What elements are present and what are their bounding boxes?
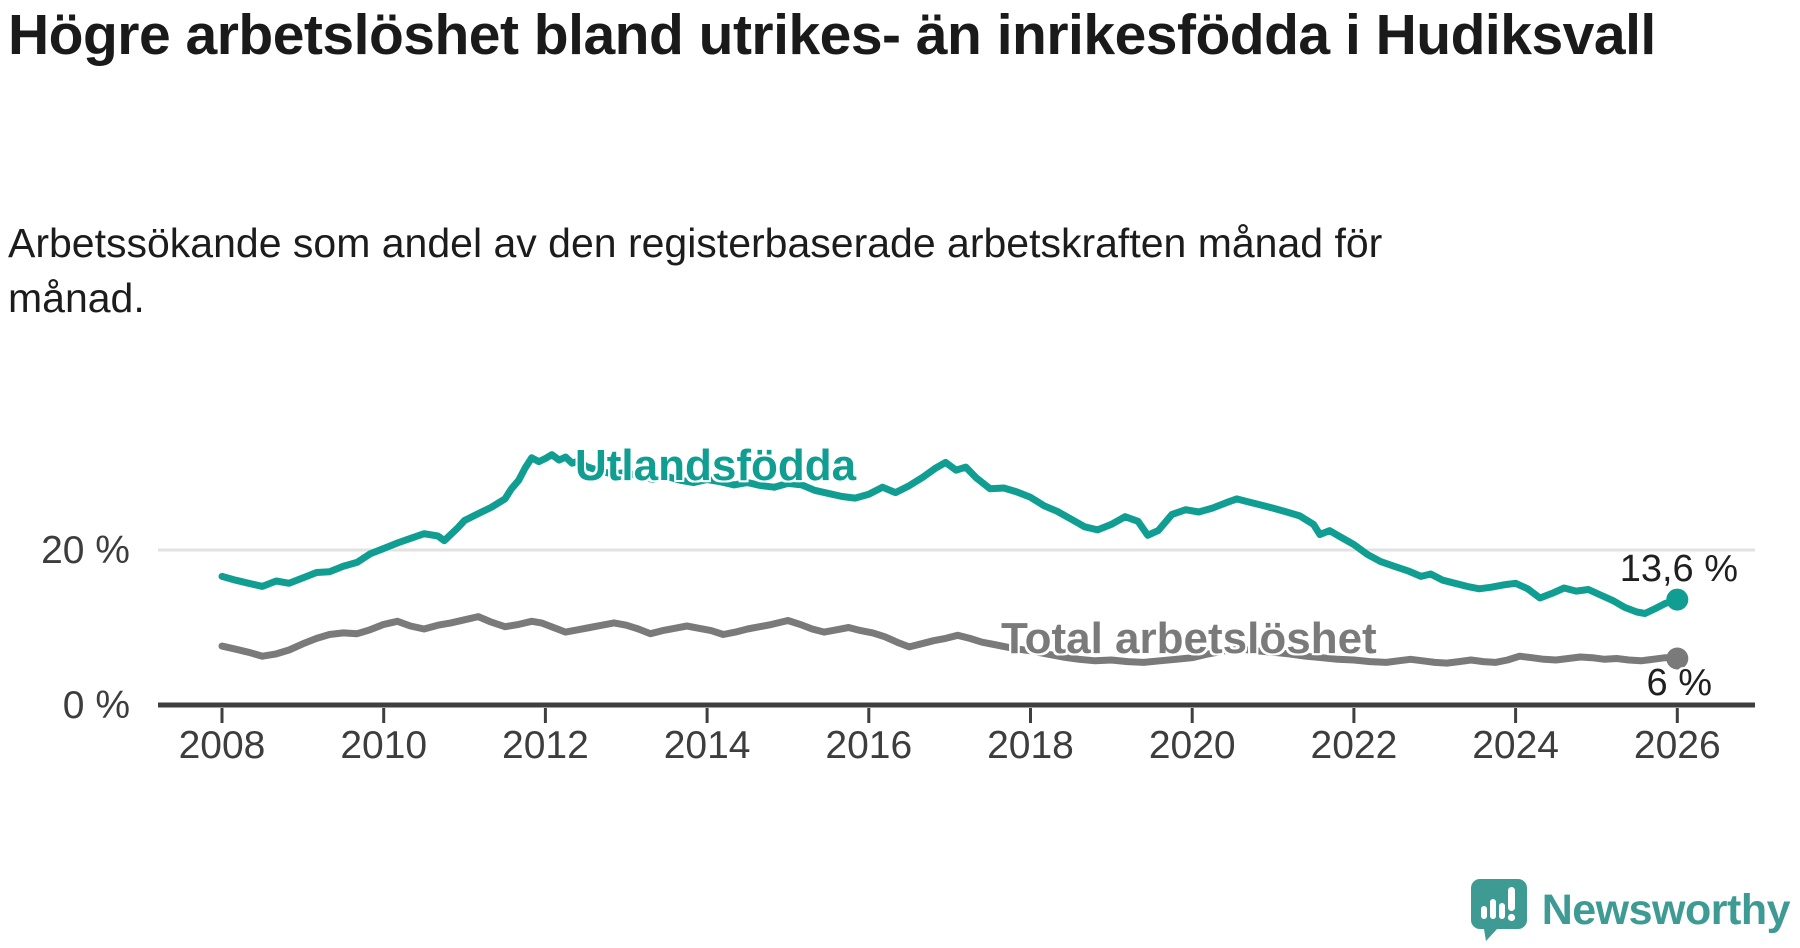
x-tick-label-2008: 2008	[179, 724, 266, 767]
page-title: Högre arbetslöshet bland utrikes- än inr…	[8, 3, 1656, 67]
series-line-utlandsf-dda	[218, 451, 1681, 617]
series-line-total-arbetsl-shet	[218, 613, 1681, 667]
x-tick-label-2018: 2018	[987, 724, 1074, 767]
page-subtitle: Arbetssökande som andel av den registerb…	[8, 220, 1383, 322]
x-tick-label-2020: 2020	[1149, 724, 1236, 767]
series-label-total-arbetsloshet: Total arbetslöshet	[1001, 614, 1377, 663]
newsworthy-logo-icon	[1470, 879, 1527, 941]
x-tick-label-2022: 2022	[1311, 724, 1398, 767]
end-value-label-total: 6 %	[1646, 662, 1712, 704]
newsworthy-branding: Newsworthy	[1470, 878, 1791, 942]
x-tick-label-2026: 2026	[1634, 724, 1721, 767]
series-label-utlandsfodda: Utlandsfödda	[575, 441, 857, 490]
end-value-label-utlandsfodda: 13,6 %	[1619, 548, 1738, 590]
newsworthy-wordmark: Newsworthy	[1541, 885, 1791, 934]
x-tick-label-2012: 2012	[502, 724, 589, 767]
series-end-dot-utlandsf-dda	[1666, 588, 1689, 611]
y-tick-label-0: 0 %	[63, 684, 130, 727]
y-tick-label-20: 20 %	[41, 529, 130, 572]
x-tick-label-2010: 2010	[340, 724, 427, 767]
x-tick-label-2024: 2024	[1472, 724, 1559, 767]
series-end-dot-total-arbetsl-shet	[1666, 647, 1689, 670]
x-tick-label-2016: 2016	[825, 724, 912, 767]
x-tick-label-2014: 2014	[664, 724, 751, 767]
